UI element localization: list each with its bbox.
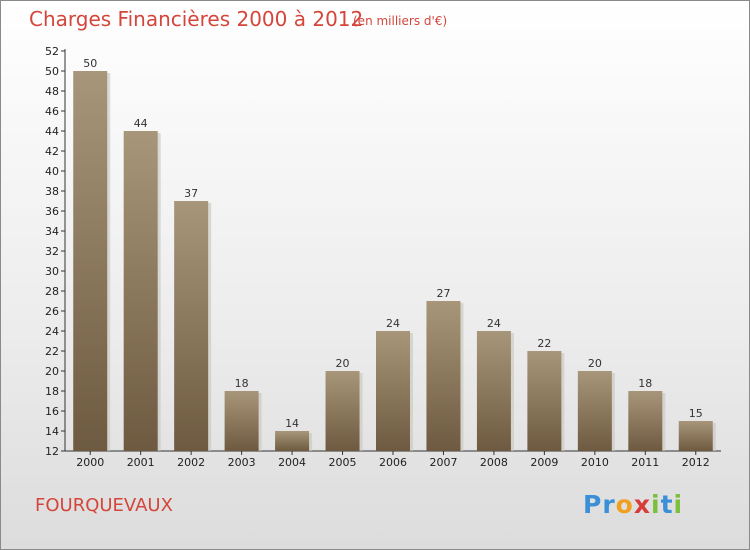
- y-tick-label: 36: [45, 205, 59, 218]
- y-tick-label: 42: [45, 145, 59, 158]
- bar: [123, 131, 158, 451]
- bar: [476, 331, 511, 451]
- x-tick-label: 2012: [682, 456, 710, 469]
- proxiti-logo: Proxiti: [583, 490, 683, 519]
- logo-letter: i: [673, 490, 684, 519]
- chart-title: Charges Financières 2000 à 2012: [29, 7, 364, 31]
- x-tick-label: 2003: [228, 456, 256, 469]
- y-tick-label: 18: [45, 385, 59, 398]
- data-label: 24: [487, 317, 501, 330]
- commune-name: FOURQUEVAUX: [35, 495, 173, 516]
- bar: [224, 391, 259, 451]
- bar: [527, 351, 562, 451]
- bar: [376, 331, 410, 451]
- bars: [73, 71, 716, 451]
- y-tick-label: 52: [45, 45, 59, 58]
- data-label: 50: [83, 57, 97, 70]
- data-label: 15: [689, 407, 703, 420]
- x-tick-label: 2004: [278, 456, 306, 469]
- x-tick-label: 2002: [177, 456, 205, 469]
- bar: [577, 371, 612, 451]
- x-tick-label: 2005: [329, 456, 357, 469]
- y-tick-label: 26: [45, 305, 59, 318]
- bar: [73, 71, 108, 451]
- logo-letter: i: [651, 490, 661, 519]
- y-tick-label: 38: [45, 185, 59, 198]
- x-tick-label: 2011: [631, 456, 659, 469]
- data-label: 22: [537, 337, 551, 350]
- y-tick-label: 46: [45, 105, 59, 118]
- data-label: 14: [285, 417, 299, 430]
- x-tick-label: 2008: [480, 456, 508, 469]
- y-tick-label: 28: [45, 285, 59, 298]
- bar: [678, 421, 713, 451]
- data-label: 24: [386, 317, 400, 330]
- y-tick-label: 16: [45, 405, 59, 418]
- labels: 2000 50 2001 44 2002 37 2003 18 2004 14 2005 20 2006…: [76, 57, 710, 469]
- data-label: 27: [436, 287, 450, 300]
- bar: [174, 201, 209, 451]
- chart-subtitle: (en milliers d'€): [353, 14, 448, 28]
- data-label: 20: [588, 357, 602, 370]
- y-tick-label: 32: [45, 245, 59, 258]
- axes: 12 14 16 18 20 22 24 26 28 30 32 34 36 38 40 42 44 46 48 50…: [45, 45, 721, 458]
- x-tick-label: 2000: [76, 456, 104, 469]
- x-tick-label: 2007: [429, 456, 457, 469]
- logo-letter: o: [615, 490, 634, 519]
- bar: [325, 371, 360, 451]
- y-tick-label: 24: [45, 325, 59, 338]
- x-tick-label: 2010: [581, 456, 609, 469]
- y-tick-label: 48: [45, 85, 59, 98]
- x-tick-label: 2006: [379, 456, 407, 469]
- bar: [275, 431, 310, 451]
- y-tick-label: 40: [45, 165, 59, 178]
- data-label: 20: [336, 357, 350, 370]
- bar: [426, 301, 461, 451]
- data-label: 37: [184, 187, 198, 200]
- logo-letter: P: [583, 490, 603, 519]
- logo-letter: r: [602, 490, 616, 519]
- x-tick-label: 2001: [127, 456, 155, 469]
- bar: [628, 391, 663, 451]
- y-tick-label: 20: [45, 365, 59, 378]
- y-tick-label: 22: [45, 345, 59, 358]
- y-tick-label: 50: [45, 65, 59, 78]
- logo-letter: t: [660, 490, 674, 519]
- data-label: 44: [134, 117, 148, 130]
- y-tick-label: 30: [45, 265, 59, 278]
- data-label: 18: [235, 377, 249, 390]
- y-tick-label: 34: [45, 225, 59, 238]
- x-tick-label: 2009: [530, 456, 558, 469]
- y-tick-label: 14: [45, 425, 59, 438]
- y-tick-label: 44: [45, 125, 59, 138]
- data-label: 18: [638, 377, 652, 390]
- y-tick-label: 12: [45, 445, 59, 458]
- logo-letter: x: [633, 490, 651, 519]
